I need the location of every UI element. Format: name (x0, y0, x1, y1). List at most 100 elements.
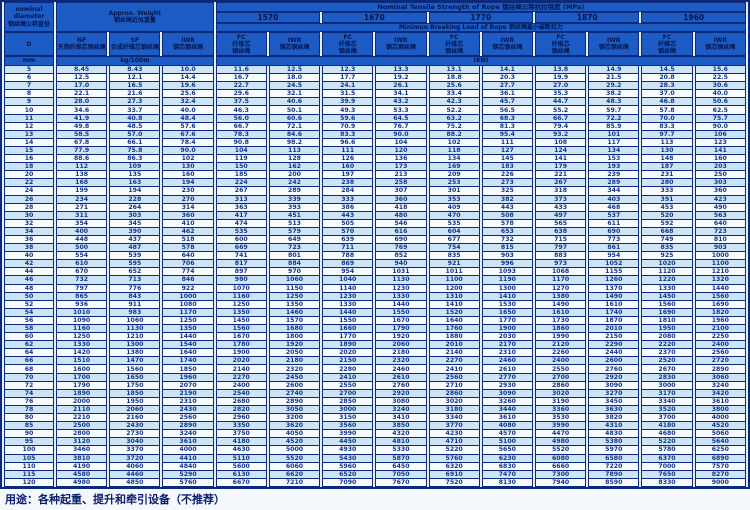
value-cell: 19.2 (375, 74, 427, 83)
value-cell: 897 (215, 268, 267, 277)
value-cell: 78.4 (162, 138, 214, 147)
value-cell: 194 (162, 179, 214, 188)
value-cell: 354 (56, 219, 108, 228)
value-cell: 1150 (268, 284, 321, 293)
diameter-cell: 24 (4, 187, 54, 196)
value-cell: 1093 (481, 268, 533, 277)
value-cell: 106 (694, 130, 746, 139)
value-cell: 117 (588, 138, 640, 147)
value-cell: 1670 (215, 333, 267, 342)
value-cell: 53.3 (375, 106, 427, 115)
value-cell: 490 (694, 203, 746, 212)
value-cell: 640 (694, 219, 746, 228)
diameter-cell: 28 (4, 203, 54, 212)
diameter-cell: 50 (4, 292, 54, 301)
value-cell: 55.2 (534, 106, 587, 115)
diameter-cell: 8 (4, 90, 54, 99)
value-cell: 3720 (109, 454, 161, 463)
value-cell: 11.6 (215, 66, 267, 75)
value-cell: 3810 (56, 454, 108, 463)
diameter-cell: 64 (4, 349, 54, 358)
value-cell: 153 (588, 155, 640, 164)
diameter-cell: 115 (4, 470, 54, 479)
value-cell: 1090 (56, 316, 108, 325)
value-cell: 1490 (534, 300, 587, 309)
iwr-zh: 钢芯钢丝绳 (173, 44, 204, 51)
value-cell: 3040 (109, 438, 161, 447)
table-row: 32 354 345 410 474 513 505 546 535 578 565 611 592 64… (4, 219, 746, 228)
value-cell: 846 (162, 276, 214, 285)
value-cell: 1010 (56, 308, 108, 317)
value-cell: 505 (322, 219, 374, 228)
value-cell: 6890 (694, 454, 746, 463)
value-cell: 27.7 (481, 82, 533, 91)
value-cell: 3850 (375, 422, 427, 431)
value-cell: 1031 (375, 268, 427, 277)
value-cell: 797 (534, 244, 587, 253)
value-cell: 5290 (162, 470, 214, 479)
diameter-cell: 72 (4, 381, 54, 390)
value-cell: 578 (481, 219, 533, 228)
value-cell: 37.5 (215, 98, 267, 107)
value-cell: 513 (268, 219, 321, 228)
value-cell: 108 (534, 138, 587, 147)
value-cell: 76.7 (375, 122, 427, 131)
value-cell: 815 (481, 244, 533, 253)
value-cell: 2170 (481, 341, 533, 350)
value-cell: 954 (322, 268, 374, 277)
value-cell: 7520 (428, 478, 480, 487)
value-cell: 474 (215, 219, 267, 228)
value-cell: 59.6 (322, 114, 374, 123)
value-cell: 3240 (162, 430, 214, 439)
value-cell: 1330 (375, 292, 427, 301)
value-cell: 1570 (268, 316, 321, 325)
value-cell: 2800 (56, 430, 108, 439)
value-cell: 6230 (481, 454, 533, 463)
value-cell: 32.4 (162, 98, 214, 107)
table-row: 100 3460 3370 4000 4630 5000 4930 5330 5220 5650 5… (4, 446, 746, 455)
value-cell: 123 (694, 138, 746, 147)
value-cell: 1790 (56, 381, 108, 390)
value-cell: 43.2 (375, 98, 427, 107)
value-cell: 160 (162, 171, 214, 180)
value-cell: 128 (268, 155, 321, 164)
value-cell: 788 (322, 252, 374, 261)
diameter-cell: 44 (4, 268, 54, 277)
value-cell: 2440 (588, 349, 640, 358)
table-row: 22 168 163 194 224 242 238 258 253 273 267 289 280 30… (4, 179, 746, 188)
diameter-cell: 32 (4, 219, 54, 228)
table-row: 78 2110 2060 2430 2820 3050 3000 3240 3180 3440 33… (4, 405, 746, 415)
diameter-cell: 30 (4, 211, 54, 220)
value-cell: 95.4 (481, 130, 533, 139)
value-cell: 563 (694, 211, 746, 220)
value-cell: 64.5 (375, 114, 427, 123)
value-cell: 49.3 (322, 106, 374, 115)
value-cell: 134 (428, 155, 480, 164)
value-cell: 113 (641, 138, 693, 147)
value-cell: 1210 (109, 333, 161, 342)
value-cell: 546 (375, 219, 427, 228)
diameter-cell: 105 (4, 454, 54, 463)
corner-header: nominal diameter 钢丝绳公称直径 (4, 2, 54, 32)
value-cell: 145 (481, 155, 533, 164)
table-row: 38 500 487 578 669 723 711 769 754 815 797 861 835 90… (4, 244, 746, 253)
value-cell: 865 (56, 292, 108, 301)
value-cell: 869 (322, 260, 374, 269)
value-cell: 1960 (694, 316, 746, 325)
value-cell: 40.6 (268, 98, 321, 107)
value-cell: 1060 (268, 276, 321, 285)
value-cell: 723 (268, 244, 321, 253)
value-cell: 1780 (215, 341, 267, 350)
value-cell: 1052 (588, 260, 640, 269)
usage-note-text: 用途：各种起重、提升和牵引设备（不推荐） (5, 493, 225, 507)
value-cell: 228 (109, 195, 161, 204)
table-row: 74 1890 1850 2190 2540 2740 2700 2920 2860 3090 30… (4, 389, 746, 398)
value-cell: 230 (162, 187, 214, 196)
value-cell: 3000 (641, 381, 693, 390)
table-row: 6 12.5 12.1 14.4 16.7 18.0 17.7 19.2 18.8 20.3 19.… (4, 74, 746, 83)
nf-column-header: NF 天然纤维芯钢丝绳 (56, 32, 108, 56)
value-cell: 2110 (56, 405, 108, 415)
corner-en-line2: diameter (13, 13, 45, 21)
value-cell: 610 (56, 260, 108, 269)
value-cell: 451 (268, 211, 321, 220)
